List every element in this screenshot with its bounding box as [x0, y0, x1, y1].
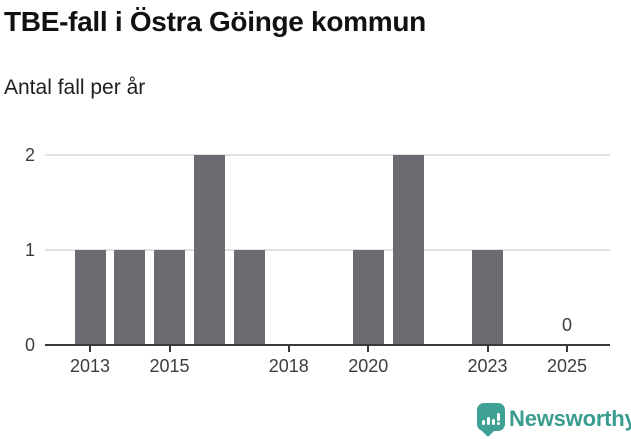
speech-bubble-tail-icon — [480, 422, 496, 438]
newsworthy-logo-icon — [477, 403, 505, 438]
x-tick-mark — [89, 346, 92, 352]
mini-bar-chart-icon — [477, 412, 505, 425]
gridline — [45, 249, 610, 251]
x-tick-mark — [486, 346, 489, 352]
bar — [472, 250, 504, 345]
x-tick-label: 2013 — [70, 356, 111, 376]
bar-chart: 0 1 2 2013 2015 2018 2020 2023 2025 0 — [24, 145, 610, 376]
y-tick-label: 1 — [24, 240, 35, 260]
bar — [154, 250, 186, 345]
chart-subtitle: Antal fall per år — [4, 76, 146, 99]
x-tick-mark — [367, 346, 370, 352]
bar — [352, 250, 384, 345]
chart-title: TBE-fall i Östra Göinge kommun — [4, 6, 426, 37]
y-tick-label: 2 — [24, 145, 35, 165]
x-tick-mark — [168, 346, 171, 352]
x-axis-line — [45, 344, 610, 346]
gridline — [45, 154, 610, 156]
x-tick-label: 2020 — [348, 356, 389, 376]
brand-name: Newsworthy — [509, 406, 631, 431]
bar — [114, 250, 146, 345]
bar — [392, 155, 424, 345]
x-tick-mark — [566, 346, 569, 352]
bar — [74, 250, 106, 345]
y-tick-label: 0 — [24, 335, 35, 355]
bar — [233, 250, 265, 345]
x-tick-label: 2018 — [268, 356, 309, 376]
x-tick-label: 2015 — [149, 356, 190, 376]
bar — [193, 155, 225, 345]
x-tick-label: 2023 — [467, 356, 508, 376]
exclamation-icon — [497, 412, 500, 425]
x-tick-label: 2025 — [547, 356, 588, 376]
value-label: 0 — [562, 315, 573, 335]
x-tick-mark — [287, 346, 290, 352]
